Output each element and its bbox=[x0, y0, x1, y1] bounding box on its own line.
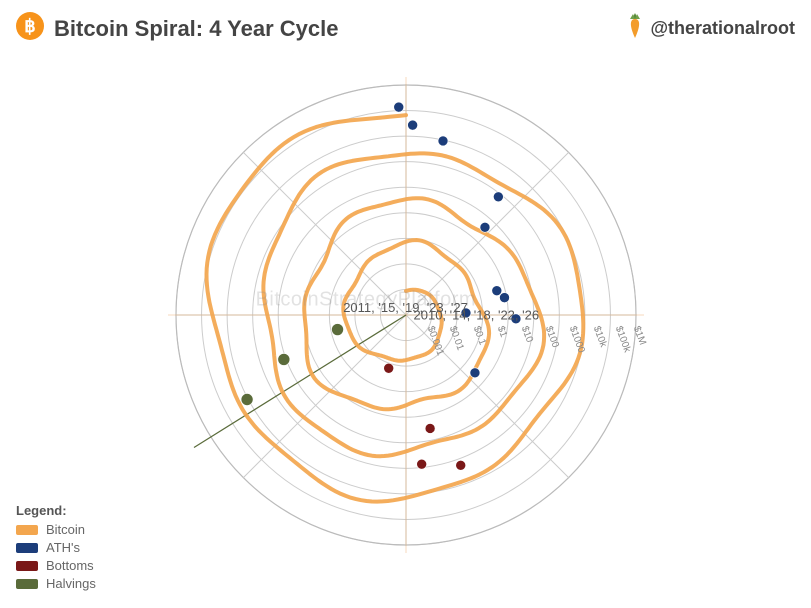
legend: Legend: Bitcoin ATH's Bottoms Halvings bbox=[16, 503, 96, 594]
author-group: @therationalroot bbox=[626, 13, 795, 44]
axis-label-bottom: 2011, '15, '19, '23, '27 bbox=[343, 300, 468, 315]
chart-canvas bbox=[146, 55, 666, 575]
chart-title: Bitcoin Spiral: 4 Year Cycle bbox=[54, 16, 339, 42]
legend-label: ATH's bbox=[46, 540, 80, 555]
spiral-chart: 2009, '13, '17, '21, '25 2010, '14, '18,… bbox=[146, 55, 666, 575]
title-group: ฿ Bitcoin Spiral: 4 Year Cycle bbox=[16, 12, 339, 45]
legend-label: Halvings bbox=[46, 576, 96, 591]
legend-item: ATH's bbox=[16, 540, 96, 555]
legend-label: Bitcoin bbox=[46, 522, 85, 537]
legend-swatch bbox=[16, 543, 38, 553]
legend-item: Halvings bbox=[16, 576, 96, 591]
legend-swatch bbox=[16, 579, 38, 589]
bitcoin-icon: ฿ bbox=[16, 12, 44, 45]
author-handle: @therationalroot bbox=[650, 18, 795, 39]
carrot-icon bbox=[626, 13, 644, 44]
legend-item: Bottoms bbox=[16, 558, 96, 573]
legend-title: Legend: bbox=[16, 503, 96, 518]
svg-text:฿: ฿ bbox=[24, 16, 35, 36]
legend-swatch bbox=[16, 525, 38, 535]
legend-label: Bottoms bbox=[46, 558, 94, 573]
legend-item: Bitcoin bbox=[16, 522, 96, 537]
header: ฿ Bitcoin Spiral: 4 Year Cycle @theratio… bbox=[16, 12, 795, 45]
legend-swatch bbox=[16, 561, 38, 571]
